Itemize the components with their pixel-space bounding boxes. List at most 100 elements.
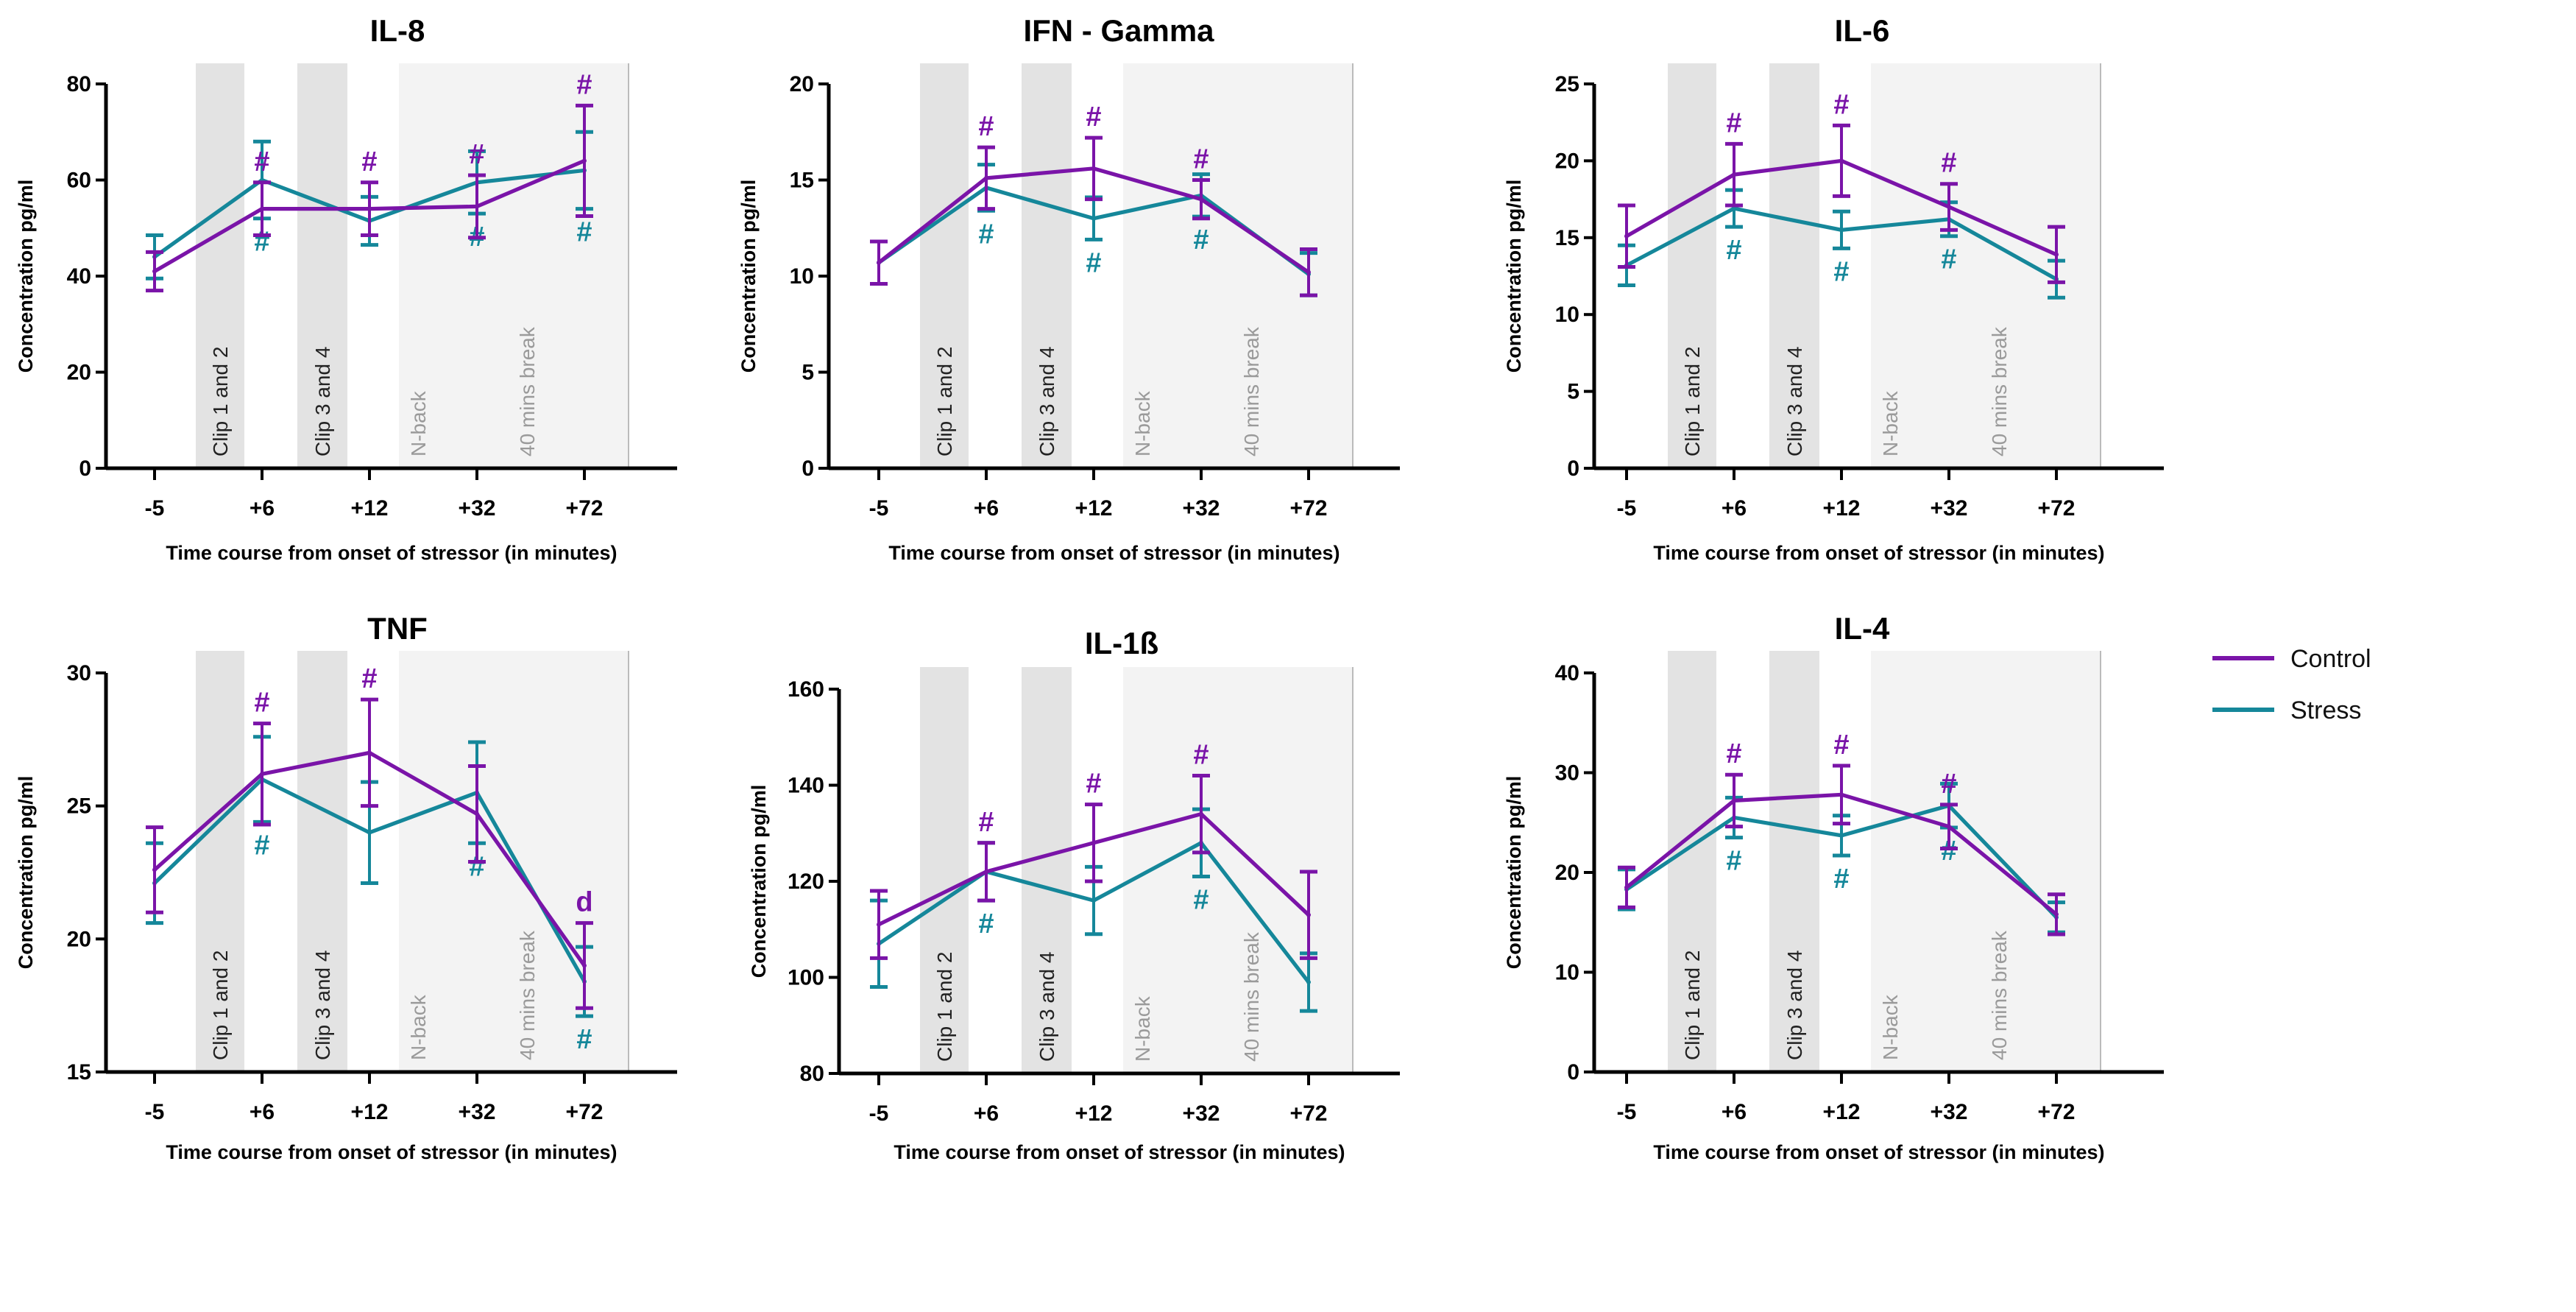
panel-title: TNF	[367, 611, 428, 646]
y-axis-label: Concentration pg/ml	[748, 785, 770, 978]
clip-band-2	[297, 651, 347, 1072]
data-point	[475, 811, 479, 817]
clip-band-1	[196, 63, 244, 468]
panel-tnf: Clip 1 and 2 Clip 3 and 4 N-back 40 mins br…	[15, 611, 677, 1163]
band-label: 40 mins break	[1240, 326, 1263, 456]
x-axis-label: Time course from onset of stressor (in m…	[166, 1141, 617, 1163]
band-label: N-back	[1131, 995, 1154, 1062]
y-axis-label: Concentration pg/ml	[15, 776, 37, 970]
band-label: N-back	[1879, 994, 1902, 1060]
y-tick-label: 15	[790, 169, 814, 193]
x-tick-label: +12	[351, 1100, 389, 1124]
nback-break-band	[1871, 63, 2101, 468]
data-point	[475, 204, 479, 209]
data-point	[1091, 898, 1096, 903]
series-control: # # d	[146, 663, 593, 1010]
significance-mark: #	[1193, 739, 1209, 770]
y-tick-label: 100	[788, 966, 824, 990]
band-label: 40 mins break	[516, 930, 539, 1060]
data-point	[582, 158, 587, 163]
y-tick-label: 140	[788, 774, 824, 798]
band-label: Clip 3 and 4	[1036, 952, 1058, 1062]
y-tick-label: 30	[1555, 761, 1579, 786]
data-point	[1091, 216, 1096, 221]
data-point	[152, 269, 157, 274]
panel-il-1-: Clip 1 and 2 Clip 3 and 4 N-back 40 mins br…	[748, 626, 1400, 1163]
x-tick-label: +32	[459, 1100, 496, 1124]
data-point	[1306, 912, 1311, 917]
band-label: 40 mins break	[1988, 326, 2011, 456]
significance-mark: #	[1941, 836, 1956, 867]
data-point	[1732, 172, 1736, 177]
x-tick-label: -5	[869, 496, 889, 521]
y-tick-label: 20	[790, 72, 814, 96]
data-point	[1091, 166, 1096, 171]
x-axis-label: Time course from onset of stressor (in m…	[1653, 1141, 2104, 1163]
x-tick-label: +72	[566, 1100, 604, 1124]
y-tick-label: 80	[67, 72, 91, 96]
y-tick-label: 10	[790, 264, 814, 289]
band-label: Clip 3 and 4	[1783, 951, 1806, 1060]
significance-mark: #	[469, 851, 484, 882]
y-tick-label: 5	[802, 361, 814, 385]
data-point	[1091, 840, 1096, 845]
data-point	[1624, 885, 1629, 890]
nback-break-band	[1871, 651, 2101, 1072]
significance-mark: #	[1941, 244, 1956, 275]
band-label: 40 mins break	[1240, 931, 1263, 1062]
significance-mark: #	[1941, 769, 1956, 800]
panel-title: IL-1ß	[1085, 626, 1158, 660]
data-point	[1306, 269, 1311, 275]
x-axis-label: Time course from onset of stressor (in m…	[1653, 542, 2104, 564]
y-tick-label: 60	[67, 169, 91, 193]
significance-mark: #	[1193, 884, 1209, 915]
x-tick-label: +32	[1183, 496, 1220, 521]
data-point	[152, 867, 157, 872]
significance-mark: #	[254, 830, 269, 861]
band-label: Clip 3 and 4	[1036, 347, 1058, 456]
legend-control-label: Control	[2290, 645, 2371, 673]
y-tick-label: 40	[1555, 661, 1579, 685]
y-tick-label: 25	[67, 794, 91, 819]
data-point	[367, 830, 372, 835]
panel-il-8: Clip 1 and 2 Clip 3 and 4 N-back 40 mins br…	[15, 13, 677, 564]
band-label: N-back	[407, 994, 430, 1060]
data-point	[1624, 233, 1629, 239]
band-label: N-back	[1131, 390, 1154, 456]
x-tick-label: -5	[1617, 1100, 1637, 1124]
x-tick-label: -5	[145, 496, 165, 521]
data-point	[1306, 980, 1311, 985]
x-tick-label: +72	[2038, 1100, 2076, 1124]
legend-stress-label: Stress	[2290, 696, 2361, 724]
series-control: # # #	[1618, 730, 2065, 937]
clip-band-1	[196, 651, 244, 1072]
data-point	[1199, 811, 1203, 817]
x-tick-label: +32	[1931, 496, 1968, 521]
panel-ifn-gamma: Clip 1 and 2 Clip 3 and 4 N-back 40 mins br…	[737, 13, 1400, 564]
y-tick-label: 10	[1555, 303, 1579, 327]
y-tick-label: 0	[1567, 456, 1579, 481]
band-label: Clip 1 and 2	[933, 347, 956, 456]
band-label: 40 mins break	[516, 326, 539, 456]
x-tick-label: -5	[869, 1101, 889, 1126]
x-tick-label: +12	[1075, 496, 1113, 521]
x-tick-label: -5	[145, 1100, 165, 1124]
significance-mark: #	[978, 807, 994, 838]
panel-il-4: Clip 1 and 2 Clip 3 and 4 N-back 40 mins br…	[1503, 611, 2164, 1163]
clip-band-2	[297, 63, 347, 468]
x-tick-label: +72	[2038, 496, 2076, 521]
data-point	[984, 175, 988, 180]
x-tick-label: +12	[1823, 496, 1861, 521]
significance-mark: #	[1833, 864, 1849, 895]
x-tick-label: +12	[1075, 1101, 1113, 1126]
data-point	[877, 260, 881, 265]
panel-title: IFN - Gamma	[1023, 13, 1214, 48]
clip-band-1	[1668, 63, 1716, 468]
series-control: # # #	[1618, 89, 2065, 284]
significance-mark: #	[1193, 144, 1209, 175]
x-tick-label: +32	[1931, 1100, 1968, 1124]
data-point	[1732, 206, 1736, 211]
band-label: Clip 1 and 2	[209, 951, 232, 1060]
y-tick-label: 0	[79, 456, 91, 481]
band-label: Clip 1 and 2	[209, 347, 232, 456]
